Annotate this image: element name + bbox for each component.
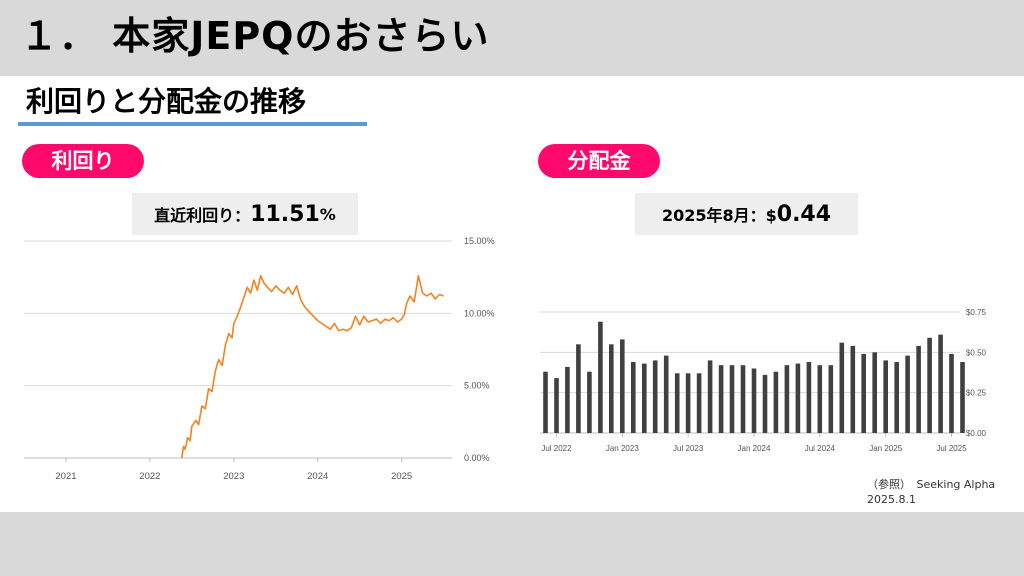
dividend-x-tick-label: Jul 2024 <box>805 444 836 453</box>
section-underline <box>18 122 367 126</box>
section-title: 利回りと分配金の推移 <box>26 85 307 118</box>
yield-headline: 直近利回り： 11.51 % <box>132 193 358 235</box>
source-note: （参照） Seeking Alpha 2025.8.1 <box>867 477 995 507</box>
dividend-bar <box>642 363 647 433</box>
dividend-bar <box>960 362 965 433</box>
dividend-bar <box>707 360 713 433</box>
dividend-bar <box>795 363 801 433</box>
dividend-x-tick-label: Jul 2025 <box>936 444 967 453</box>
yield-x-tick-label: 2022 <box>139 471 160 482</box>
dividend-bar <box>773 371 779 433</box>
yield-x-tick-label: 2024 <box>307 471 328 482</box>
dividend-bar <box>652 360 658 433</box>
dividend-pill-label: 分配金 <box>538 144 660 178</box>
dividend-bar <box>751 368 757 433</box>
yield-y-tick-label: 15.00% <box>464 236 495 246</box>
footer-band <box>0 512 1024 576</box>
dividend-headline-label: 2025年8月：$ <box>661 206 777 225</box>
dividend-headline-value: 0.44 <box>776 201 832 227</box>
dividend-headline: 2025年8月：$ 0.44 <box>635 193 858 235</box>
yield-y-tick-label: 0.00% <box>464 453 490 463</box>
dividend-bar <box>543 371 548 433</box>
dividend-y-tick-label: $0.50 <box>966 348 987 357</box>
yield-series-line <box>181 274 444 459</box>
yield-line-chart: 0.00% 5.00% 10.00% 15.00% 2021 2022 2023 2024 20… <box>24 236 495 482</box>
dividend-x-tick-label: Jan 2024 <box>738 444 771 453</box>
dividend-bar <box>817 365 823 433</box>
slide-title: １． 本家JEPQのおさらい <box>20 14 490 58</box>
dividend-bar <box>872 352 877 433</box>
dividend-x-tick-label: Jul 2023 <box>673 444 704 453</box>
dividend-bar <box>828 365 834 433</box>
yield-x-tick-label: 2023 <box>223 471 244 482</box>
dividend-bar <box>883 360 888 433</box>
yield-x-tick-label: 2021 <box>55 471 76 482</box>
dividend-bar <box>806 362 812 433</box>
dividend-bar <box>949 353 954 433</box>
title-band <box>0 0 1024 76</box>
yield-headline-unit: % <box>319 204 336 224</box>
dividend-bar-chart: $0.00 $0.25 $0.50 $0.75 Jul 2022 Jan 2023 Jul … <box>540 308 987 453</box>
yield-x-tick-label: 2025 <box>391 471 412 482</box>
dividend-bar <box>598 321 603 433</box>
dividend-x-tick-label: Jan 2025 <box>869 444 902 453</box>
dividend-bar <box>850 345 856 433</box>
dividend-bar <box>576 344 581 433</box>
dividend-bar <box>784 365 790 433</box>
dividend-bar <box>938 334 943 433</box>
dividend-y-tick-label: $0.00 <box>966 429 987 438</box>
dividend-bar <box>674 373 680 433</box>
dividend-bar <box>663 355 669 433</box>
dividend-bar <box>554 378 559 433</box>
yield-y-tick-label: 10.00% <box>464 308 495 318</box>
dividend-bar <box>740 365 746 433</box>
dividend-bar <box>894 362 899 433</box>
dividend-bar <box>729 365 735 433</box>
dividend-bar <box>861 353 866 433</box>
yield-headline-label: 直近利回り： <box>154 206 251 225</box>
yield-headline-value: 11.51 <box>250 201 320 227</box>
dividend-bar <box>916 345 921 433</box>
dividend-bar <box>565 366 570 433</box>
yield-pill-label: 利回り <box>22 144 144 178</box>
dividend-bar <box>609 344 614 433</box>
dividend-bar <box>696 373 702 433</box>
dividend-bar <box>620 339 625 433</box>
source-date: 2025.8.1 <box>867 493 916 506</box>
dividend-bar <box>718 365 724 433</box>
dividend-y-tick-label: $0.25 <box>966 389 987 398</box>
source-label: （参照） Seeking Alpha <box>867 478 996 491</box>
dividend-bar <box>587 371 592 433</box>
dividend-bar <box>631 362 636 433</box>
dividend-bar <box>839 342 845 433</box>
dividend-bar <box>685 373 691 433</box>
dividend-bar <box>905 355 910 433</box>
dividend-bar <box>762 374 768 433</box>
yield-y-tick-label: 5.00% <box>464 381 490 391</box>
dividend-bar <box>927 337 932 433</box>
dividend-y-tick-label: $0.75 <box>966 308 987 317</box>
dividend-x-tick-label: Jan 2023 <box>606 444 639 453</box>
dividend-x-tick-label: Jul 2022 <box>541 444 572 453</box>
